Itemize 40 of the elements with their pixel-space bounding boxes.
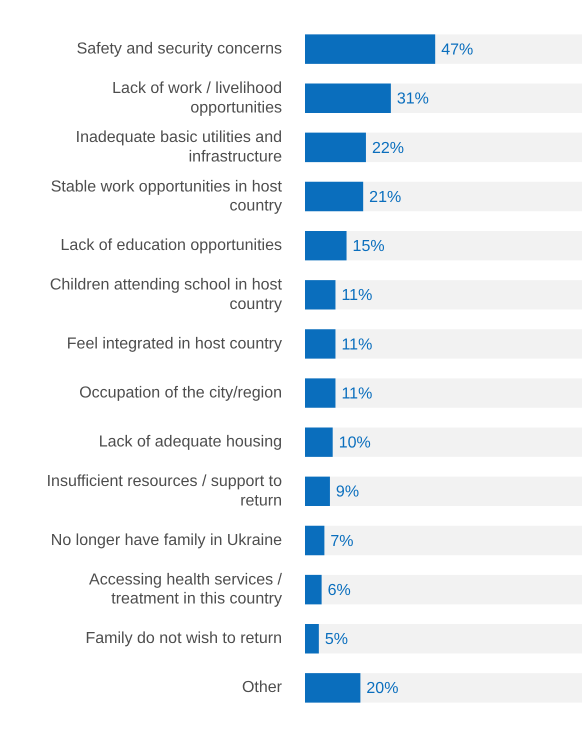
data-label: 22% — [372, 140, 404, 157]
data-label: 11% — [341, 287, 372, 304]
data-label: 9% — [336, 484, 360, 501]
bar — [305, 280, 336, 310]
y-tick-label: Safety and security concerns — [76, 40, 282, 58]
bar — [305, 132, 366, 162]
data-label: 5% — [324, 631, 348, 648]
data-label: 15% — [352, 238, 385, 256]
data-label: 31% — [396, 90, 429, 108]
bar — [305, 526, 324, 556]
bar — [305, 574, 322, 604]
y-tick-label: Lack of education opportunities — [60, 237, 282, 254]
y-tick-label: Feel integrated in host country — [66, 335, 282, 352]
y-tick-label: Accessing health services / treatment in this country — [89, 571, 283, 608]
y-tick-label: Lack of work / livelihood opportunities — [112, 80, 282, 116]
data-label: 7% — [330, 532, 354, 550]
bar — [305, 427, 333, 457]
y-tick-label: No longer have family in Ukraine — [50, 532, 282, 549]
data-label: 10% — [338, 434, 371, 452]
y-tick-label: Stable work opportunities in host country — [50, 178, 283, 215]
bar — [305, 476, 330, 506]
data-label: 20% — [366, 680, 398, 698]
bar — [305, 378, 336, 408]
data-label: 21% — [369, 188, 402, 206]
data-label: 11% — [341, 336, 372, 354]
y-tick-label: Other — [242, 679, 283, 696]
bar — [305, 673, 360, 703]
y-tick-label: Family do not wish to return — [85, 630, 282, 648]
data-label: 47% — [441, 42, 474, 59]
y-tick-label: Lack of adequate housing — [98, 434, 282, 451]
y-tick-label: Children attending school in host country — [50, 276, 283, 313]
y-tick-label: Occupation of the city/region — [79, 384, 282, 402]
data-label: 11% — [341, 385, 372, 402]
bar — [305, 182, 364, 212]
y-tick-label: Insufficient resources / support to return — [46, 473, 282, 510]
bar — [305, 230, 347, 260]
bar — [305, 329, 336, 359]
bar — [305, 624, 319, 654]
data-label: 6% — [328, 582, 351, 599]
y-tick-label: Inadequate basic utilities and infrastructure — [76, 129, 282, 166]
